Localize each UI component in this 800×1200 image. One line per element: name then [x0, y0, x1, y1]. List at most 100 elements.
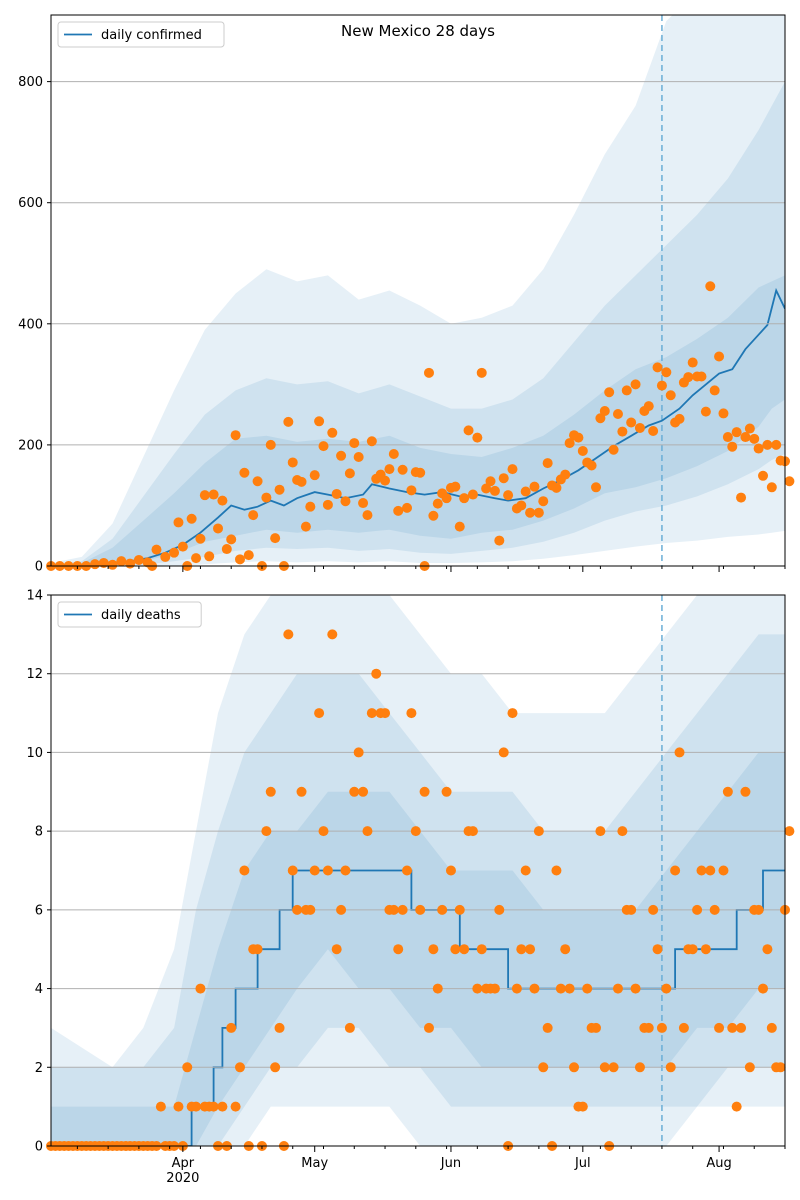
- observed-point: [784, 476, 795, 487]
- observed-point: [784, 826, 795, 837]
- observed-point: [441, 786, 452, 797]
- observed-point: [762, 944, 773, 955]
- observed-point: [520, 865, 531, 876]
- observed-point: [327, 427, 338, 438]
- observed-point: [753, 904, 764, 915]
- observed-point: [634, 1062, 645, 1073]
- axes-frame: [50, 14, 786, 567]
- observed-point: [494, 535, 505, 546]
- observed-point: [402, 502, 413, 513]
- observed-point: [516, 944, 527, 955]
- observed-point: [208, 489, 219, 500]
- observed-point: [230, 1101, 241, 1112]
- observed-point: [287, 457, 298, 468]
- observed-point: [498, 747, 509, 758]
- observed-point: [467, 489, 478, 500]
- observed-point: [749, 433, 760, 444]
- legend-box: [57, 21, 225, 48]
- band-inner: [51, 752, 785, 1146]
- observed-point: [336, 904, 347, 915]
- observed-point: [621, 385, 632, 396]
- observed-point: [173, 517, 184, 528]
- observed-point: [511, 983, 522, 994]
- observed-point: [182, 1062, 193, 1073]
- observed-point: [656, 380, 667, 391]
- observed-point: [248, 510, 259, 521]
- observed-point: [274, 484, 285, 495]
- observed-point: [705, 865, 716, 876]
- observed-point: [577, 445, 588, 456]
- observed-point: [366, 436, 377, 447]
- observed-point: [217, 1101, 228, 1112]
- observed-point: [160, 551, 171, 562]
- observed-point: [753, 443, 764, 454]
- observed-point: [525, 944, 536, 955]
- observed-point: [467, 826, 478, 837]
- legend-box: [57, 601, 202, 628]
- observed-point: [599, 405, 610, 416]
- band-inner: [51, 275, 785, 566]
- observed-point: [564, 983, 575, 994]
- observed-point: [665, 390, 676, 401]
- y-tick-label: 12: [26, 667, 43, 682]
- observed-point: [643, 1022, 654, 1033]
- observed-point: [358, 786, 369, 797]
- observed-point: [191, 553, 202, 564]
- observed-point: [630, 379, 641, 390]
- observed-point: [292, 904, 303, 915]
- observed-point: [626, 417, 637, 428]
- observed-point: [415, 904, 426, 915]
- observed-point: [221, 544, 232, 555]
- observed-point: [617, 826, 628, 837]
- observed-point: [612, 409, 623, 420]
- observed-point: [538, 1062, 549, 1073]
- observed-point: [397, 904, 408, 915]
- observed-point: [406, 708, 417, 719]
- observed-point: [700, 944, 711, 955]
- observed-point: [305, 904, 316, 915]
- observed-point: [722, 432, 733, 443]
- observed-point: [344, 1022, 355, 1033]
- observed-point: [656, 1022, 667, 1033]
- observed-point: [705, 281, 716, 292]
- observed-point: [300, 521, 311, 532]
- y-tick-label: 800: [18, 75, 43, 90]
- observed-point: [331, 944, 342, 955]
- observed-point: [270, 1062, 281, 1073]
- observed-point: [744, 1062, 755, 1073]
- observed-point: [758, 470, 769, 481]
- observed-point: [626, 904, 637, 915]
- observed-point: [270, 533, 281, 544]
- observed-point: [538, 496, 549, 507]
- observed-point: [591, 482, 602, 493]
- observed-point: [380, 475, 391, 486]
- observed-point: [714, 351, 725, 362]
- observed-point: [243, 550, 254, 561]
- legend: daily deaths: [57, 601, 202, 628]
- observed-point: [314, 708, 325, 719]
- observed-point: [199, 490, 210, 501]
- observed-point: [344, 468, 355, 479]
- observed-point: [252, 944, 263, 955]
- observed-point: [762, 439, 773, 450]
- y-tick-label: 0: [35, 1140, 43, 1155]
- y-tick-label: 200: [18, 438, 43, 453]
- observed-point: [322, 499, 333, 510]
- y-tick-label: 400: [18, 317, 43, 332]
- observed-point: [692, 904, 703, 915]
- observed-point: [445, 865, 456, 876]
- observed-point: [107, 559, 118, 570]
- observed-point: [432, 983, 443, 994]
- observed-point: [507, 708, 518, 719]
- observed-point: [463, 425, 474, 436]
- observed-point: [283, 416, 294, 427]
- observed-point: [674, 413, 685, 424]
- axes-frame: [50, 594, 786, 1147]
- observed-point: [472, 983, 483, 994]
- observed-point: [718, 408, 729, 419]
- observed-point: [450, 481, 461, 492]
- observed-point: [661, 367, 672, 378]
- observed-point: [287, 865, 298, 876]
- observed-point: [204, 551, 215, 562]
